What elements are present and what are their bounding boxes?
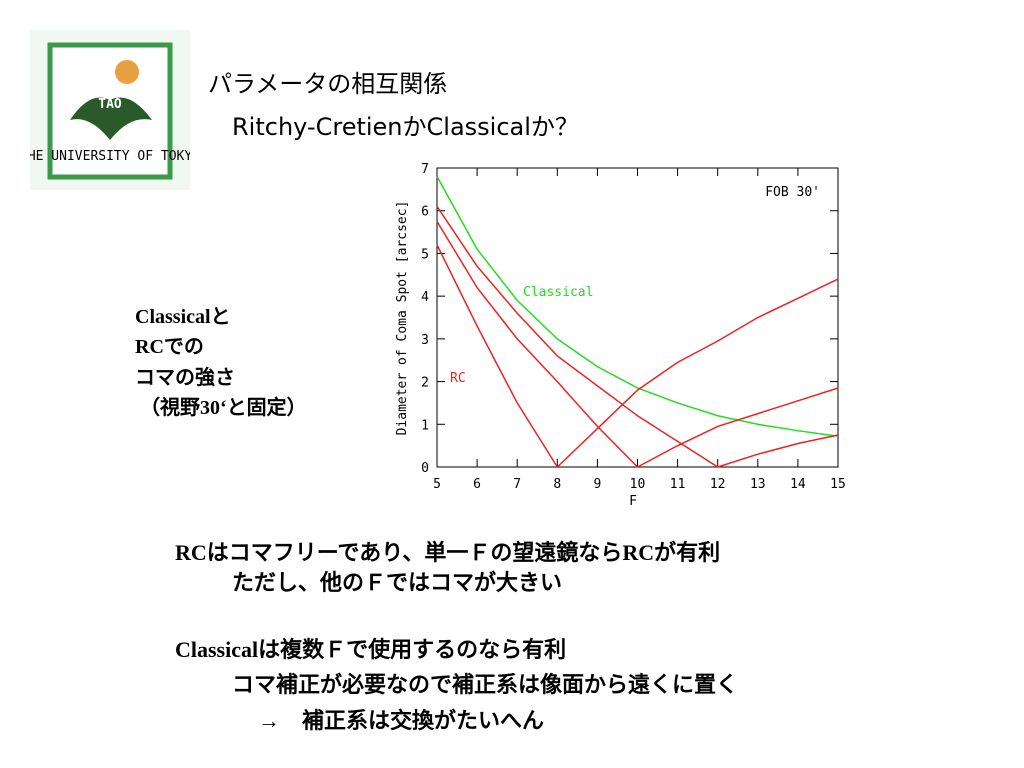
side-note: （視野30‘と固定） <box>140 397 307 419</box>
y-tick-label: 4 <box>421 290 429 305</box>
x-tick-label: 11 <box>670 477 686 492</box>
y-tick-label: 5 <box>421 247 429 262</box>
bullet: コマ補正が必要なので補正系は像面から遠くに置く <box>232 672 739 697</box>
y-tick-label: 1 <box>421 418 429 433</box>
chart: F Diameter of Coma Spot [arcsec] FOB 30'… <box>395 162 846 509</box>
logo-caption: THE UNIVERSITY OF TOKYO <box>30 149 190 164</box>
x-tick-label: 14 <box>790 477 806 492</box>
y-tick-label: 0 <box>421 461 429 476</box>
bullet: ただし、他のＦではコマが大きい <box>232 570 563 595</box>
x-tick-label: 5 <box>433 477 441 492</box>
series-line <box>436 244 839 469</box>
bullet: RCはコマフリーであり、単一Ｆの望遠鏡ならRCが有利 <box>175 540 721 565</box>
x-tick-label: 9 <box>593 477 601 492</box>
logo: TAO THE UNIVERSITY OF TOKYO <box>20 30 200 190</box>
x-tick-label: 12 <box>710 477 726 492</box>
x-axis-label: F <box>629 494 637 509</box>
x-tick-label: 10 <box>630 477 646 492</box>
subtitle: Ritchy-CretienかClassicalか？ <box>232 113 579 141</box>
side-note: Classicalと <box>135 306 231 328</box>
plot-frame <box>436 167 839 468</box>
series-label: RC <box>450 371 466 386</box>
y-tick-label: 7 <box>421 162 429 177</box>
side-note: コマの強さ <box>135 367 235 389</box>
bullet: → 補正系は交換がたいへん <box>258 708 545 733</box>
x-tick-label: 8 <box>553 477 561 492</box>
y-tick-label: 2 <box>421 376 429 391</box>
series-line <box>436 206 839 468</box>
y-tick-label: 6 <box>421 205 429 220</box>
x-tick-label: 7 <box>513 477 521 492</box>
logo-art: TAO THE UNIVERSITY OF TOKYO <box>20 42 200 180</box>
bullet: Classicalは複数Ｆで使用するのなら有利 <box>175 637 567 662</box>
x-tick-label: 13 <box>750 477 766 492</box>
y-tick-label: 3 <box>421 333 429 348</box>
side-note: RCでの <box>135 336 204 358</box>
logo-label: TAO <box>98 97 122 112</box>
series-label: Classical <box>523 285 593 300</box>
annotation: FOB 30' <box>765 185 820 200</box>
series-line <box>436 221 839 468</box>
x-tick-label: 15 <box>830 477 846 492</box>
x-tick-label: 6 <box>473 477 481 492</box>
series-line <box>436 176 839 437</box>
y-axis-label: Diameter of Coma Spot [arcsec] <box>395 201 410 436</box>
title: パラメータの相互関係 <box>208 70 448 98</box>
